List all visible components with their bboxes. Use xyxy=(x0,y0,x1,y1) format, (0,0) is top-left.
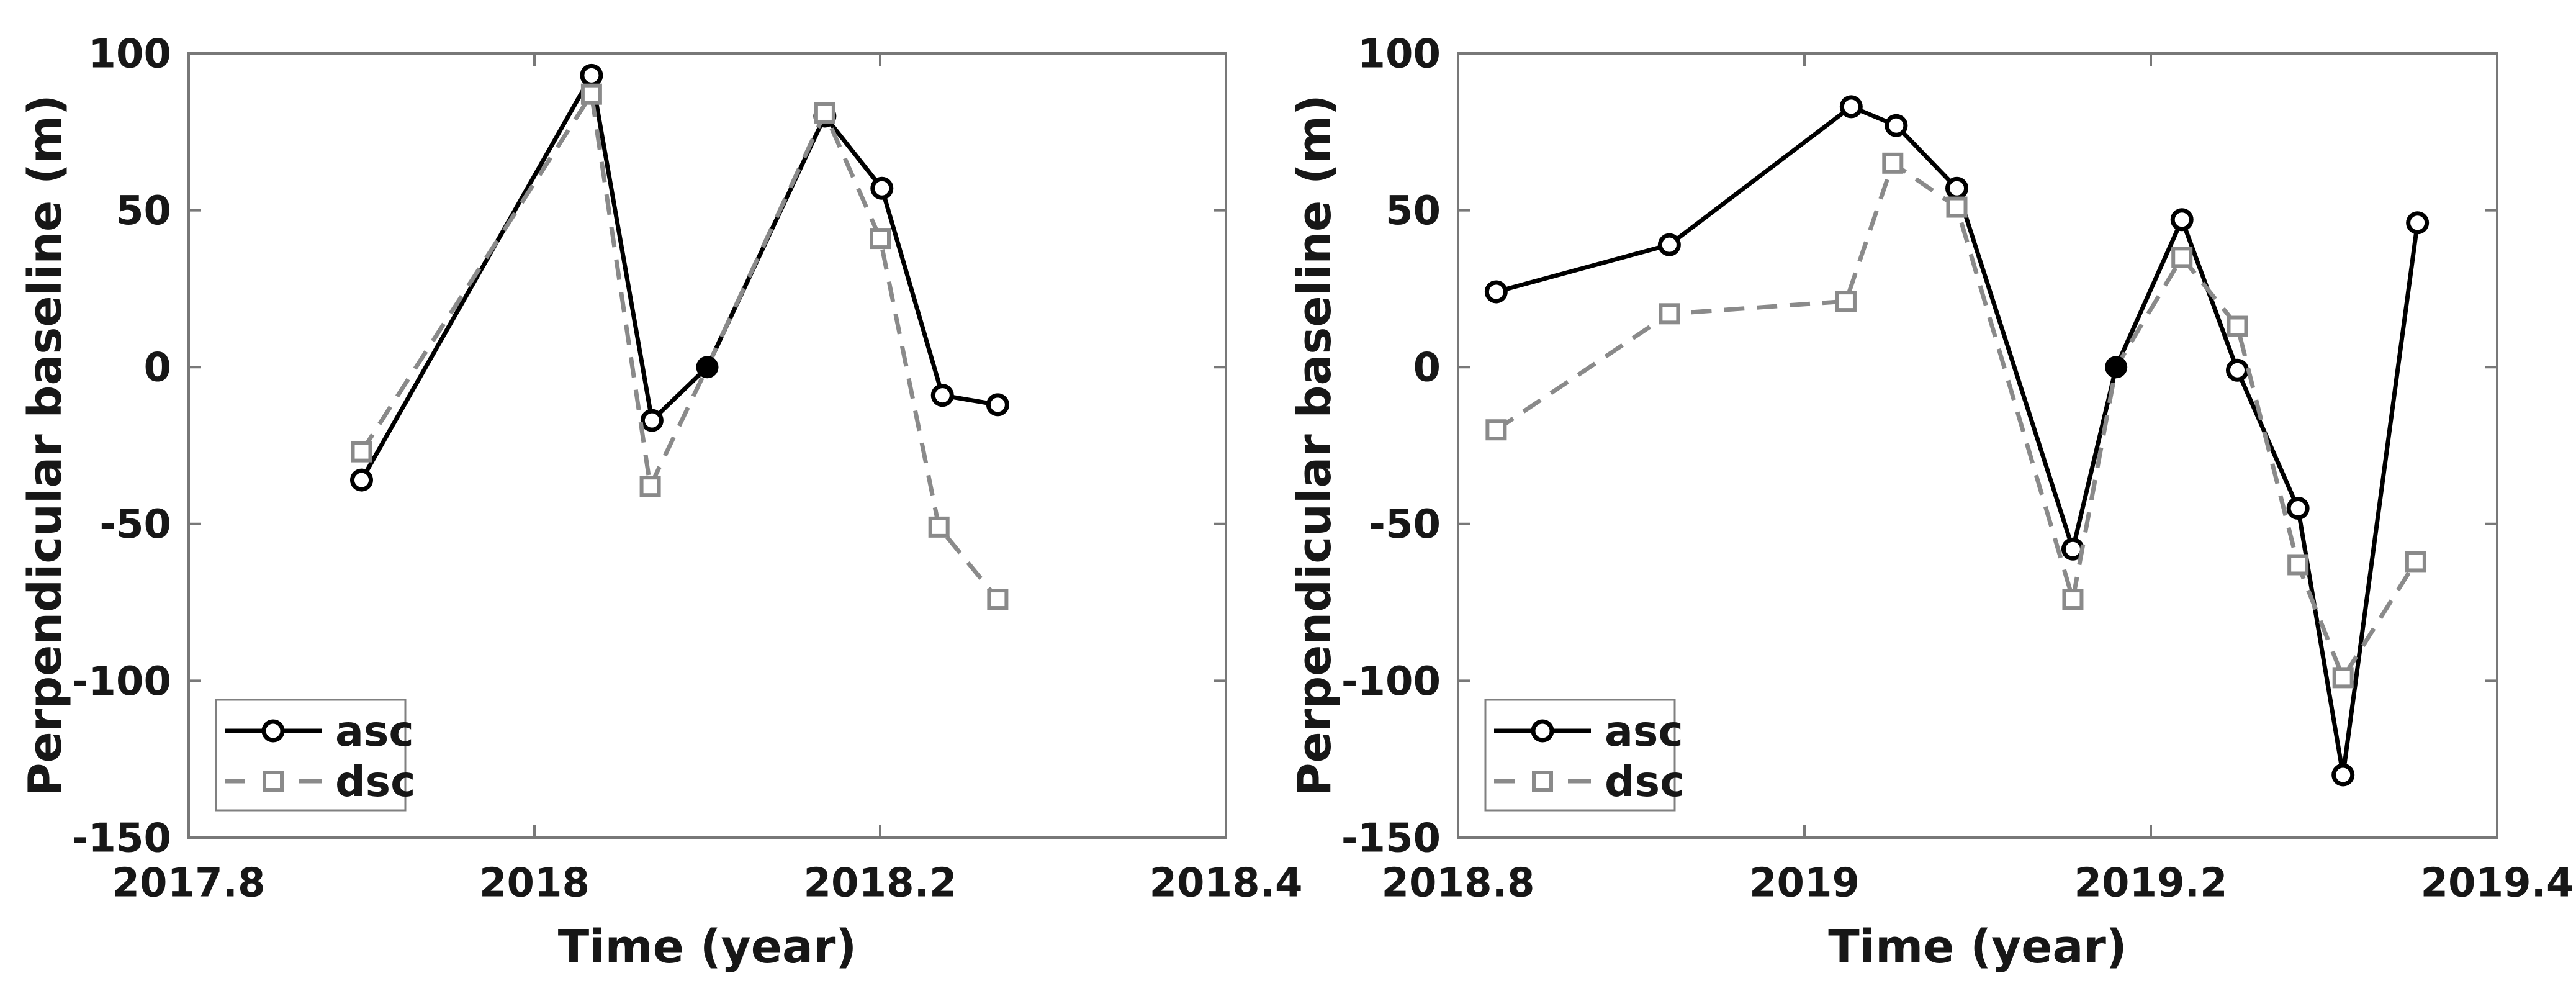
asc-marker xyxy=(930,384,954,407)
asc-marker xyxy=(2170,208,2194,232)
dsc-marker xyxy=(2171,247,2193,268)
right-baseline-plot: 2018.8 2019 2019.2 2019.4 100 50 0 -50 -100 -150 T… xyxy=(1288,31,2574,974)
y-tick-label: -50 xyxy=(99,502,171,548)
legend-marker-square xyxy=(263,771,284,792)
asc-marker xyxy=(2226,358,2249,382)
legend-label: asc xyxy=(335,707,414,756)
asc-marker xyxy=(986,393,1009,417)
legend-box xyxy=(215,699,407,812)
legend-label: dsc xyxy=(335,758,415,807)
legend-entry-dsc: dsc xyxy=(225,758,415,807)
x-tick-label: 2019.2 xyxy=(2074,860,2228,906)
asc-marker xyxy=(1945,176,1969,200)
dsc-marker xyxy=(2227,315,2248,337)
asc-marker xyxy=(1885,114,1908,137)
legend-entry-dsc: dsc xyxy=(1494,758,1685,807)
reference-date-dot xyxy=(2105,356,2128,379)
left-baseline-plot: 2017.8 2018 2018.2 2018.4 100 50 0 -50 -100 -150 T… xyxy=(19,31,1303,974)
reference-date-dot xyxy=(696,356,719,379)
y-tick-label: 100 xyxy=(88,31,171,77)
asc-marker xyxy=(2406,211,2430,235)
y-tick-label: 0 xyxy=(143,345,171,391)
x-tick-label: 2018 xyxy=(479,860,590,906)
y-tick-label: 100 xyxy=(1358,31,1441,77)
x-axis-label: Time (year) xyxy=(558,920,857,974)
dsc-marker xyxy=(2332,667,2354,689)
y-tick-label: -100 xyxy=(1341,659,1441,705)
x-tick-label: 2017.8 xyxy=(112,860,266,906)
legend-label: asc xyxy=(1605,707,1683,756)
y-tick-label: -100 xyxy=(72,659,171,705)
x-tick-label: 2018.8 xyxy=(1382,860,1535,906)
y-tick-label: 50 xyxy=(116,188,171,234)
dsc-marker xyxy=(2405,551,2426,573)
asc-marker xyxy=(870,176,894,200)
y-tick-label: 50 xyxy=(1385,188,1441,234)
asc-marker xyxy=(1484,280,1508,304)
legend-marker-circle xyxy=(1531,719,1554,743)
dsc-marker xyxy=(1659,303,1680,325)
dsc-line xyxy=(359,88,1000,601)
x-tick-label: 2019.4 xyxy=(2421,860,2574,906)
y-tick-label: -150 xyxy=(72,815,171,861)
legend-entry-asc: asc xyxy=(225,707,414,756)
dsc-marker xyxy=(351,441,372,463)
dsc-marker xyxy=(2062,589,2084,610)
y-tick-label: -50 xyxy=(1369,502,1441,548)
dsc-marker xyxy=(1946,196,1968,218)
asc-line xyxy=(1495,104,2420,776)
dsc-marker xyxy=(814,102,835,124)
dsc-marker xyxy=(1882,152,1904,174)
legend-marker-circle xyxy=(261,719,285,743)
axes-box xyxy=(1457,52,2498,839)
x-tick-label: 2019 xyxy=(1749,860,1860,906)
asc-marker xyxy=(1839,95,1863,119)
dsc-marker xyxy=(580,83,602,105)
asc-marker xyxy=(580,63,603,87)
dsc-marker xyxy=(1485,419,1507,441)
asc-line xyxy=(359,69,998,481)
dsc-marker xyxy=(987,589,1009,610)
y-axis-label: Perpendicular baseline (m) xyxy=(19,94,72,796)
axes-box xyxy=(187,52,1227,839)
x-axis-label: Time (year) xyxy=(1828,920,2127,974)
legend-box xyxy=(1484,699,1676,812)
dsc-marker xyxy=(639,476,661,497)
y-tick-label: -150 xyxy=(1341,815,1441,861)
legend-entry-asc: asc xyxy=(1494,707,1683,756)
x-tick-label: 2018.2 xyxy=(804,860,957,906)
asc-marker xyxy=(1657,233,1681,256)
legend-marker-square xyxy=(1532,771,1553,792)
y-axis-label: Perpendicular baseline (m) xyxy=(1288,94,1341,796)
y-tick-label: 0 xyxy=(1413,345,1441,391)
dsc-marker xyxy=(2287,554,2309,576)
asc-marker xyxy=(2286,497,2310,520)
asc-marker xyxy=(2331,763,2355,787)
asc-marker xyxy=(350,468,373,492)
dsc-line xyxy=(1495,160,2418,683)
dsc-marker xyxy=(870,228,891,250)
x-tick-label: 2018.4 xyxy=(1150,860,1303,906)
asc-marker xyxy=(640,409,664,432)
legend-label: dsc xyxy=(1605,758,1685,807)
dsc-marker xyxy=(928,516,950,538)
dsc-marker xyxy=(1835,291,1857,312)
